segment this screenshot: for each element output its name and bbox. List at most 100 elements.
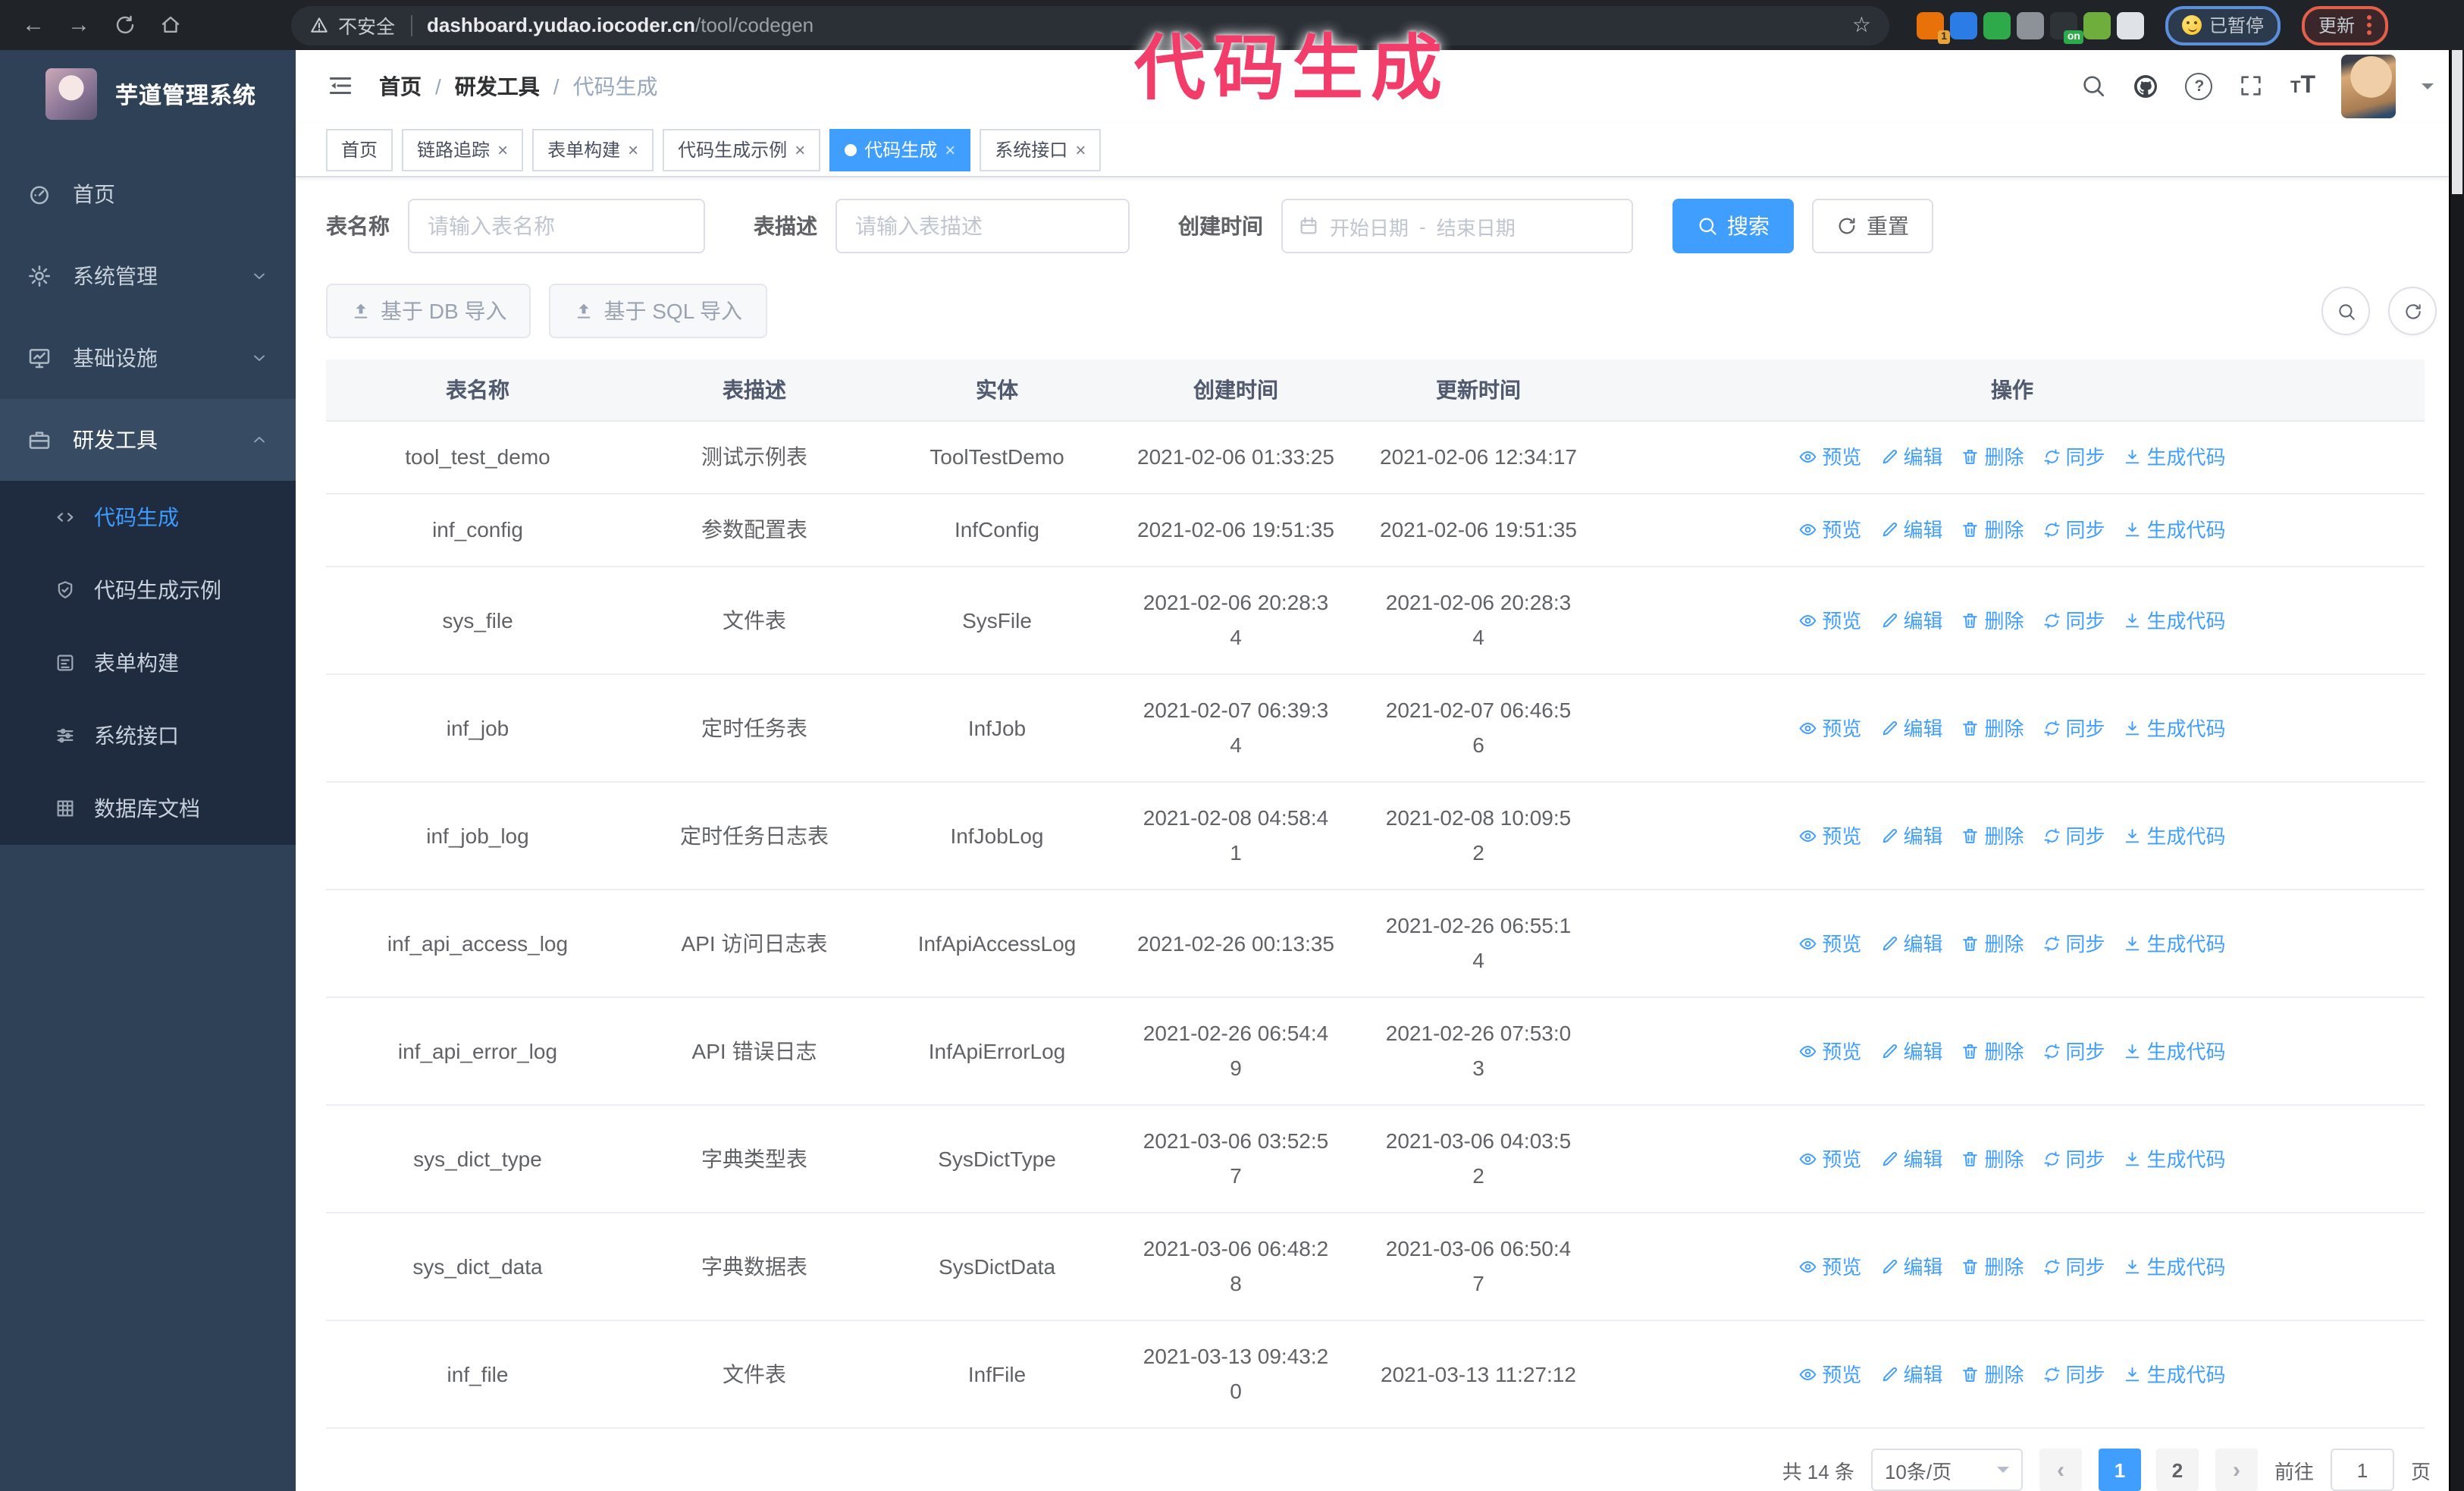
security-label[interactable]: 不安全 (338, 17, 396, 38)
action-sync-link[interactable]: 同步 (2042, 711, 2105, 746)
action-preview-link[interactable]: 预览 (1798, 1357, 1861, 1392)
action-edit-link[interactable]: 编辑 (1879, 711, 1942, 746)
action-sync-link[interactable]: 同步 (2042, 603, 2105, 638)
tab-close-icon[interactable]: × (945, 139, 956, 161)
breadcrumb-item[interactable]: 研发工具 (454, 74, 540, 99)
browser-address-bar[interactable]: 不安全 dashboard.yudao.iocoder.cn/tool/code… (291, 5, 1889, 45)
import-sql-button[interactable]: 基于 SQL 导入 (549, 284, 767, 338)
puzzle-extension-icon[interactable] (2117, 11, 2144, 39)
action-sync-link[interactable]: 同步 (2042, 1357, 2105, 1392)
action-delete-link[interactable]: 删除 (1961, 603, 2024, 638)
key-extension-icon[interactable] (2083, 11, 2111, 39)
action-generate-link[interactable]: 生成代码 (2124, 603, 2226, 638)
action-generate-link[interactable]: 生成代码 (2124, 711, 2226, 746)
sidebar-item-2[interactable]: 基础设施 (0, 317, 296, 399)
action-edit-link[interactable]: 编辑 (1879, 1034, 1942, 1069)
grid-extension-icon[interactable] (2017, 11, 2044, 39)
table-name-input[interactable] (408, 199, 705, 253)
browser-reload-icon[interactable] (106, 7, 143, 43)
date-range-picker[interactable]: 开始日期 - 结束日期 (1281, 199, 1633, 253)
action-delete-link[interactable]: 删除 (1961, 440, 2024, 475)
action-generate-link[interactable]: 生成代码 (2124, 1034, 2226, 1069)
action-generate-link[interactable]: 生成代码 (2124, 926, 2226, 961)
proxy-extension-icon[interactable]: 1 (1917, 11, 1950, 43)
action-preview-link[interactable]: 预览 (1798, 711, 1861, 746)
action-edit-link[interactable]: 编辑 (1879, 513, 1942, 548)
browser-update-button[interactable]: 更新 (2302, 5, 2389, 45)
action-delete-link[interactable]: 删除 (1961, 1357, 2024, 1392)
font-size-icon[interactable]: TT (2290, 72, 2315, 99)
action-preview-link[interactable]: 预览 (1798, 513, 1861, 548)
action-edit-link[interactable]: 编辑 (1879, 603, 1942, 638)
table-desc-input[interactable] (835, 199, 1130, 253)
page-button-2[interactable]: 2 (2155, 1449, 2199, 1491)
action-generate-link[interactable]: 生成代码 (2124, 1141, 2226, 1176)
action-delete-link[interactable]: 删除 (1961, 711, 2024, 746)
tab-close-icon[interactable]: × (1075, 139, 1086, 161)
sidebar-subitem-3[interactable]: 系统接口 (0, 699, 296, 772)
browser-back-icon[interactable]: ← (22, 12, 45, 38)
action-generate-link[interactable]: 生成代码 (2124, 1357, 2226, 1392)
action-delete-link[interactable]: 删除 (1961, 818, 2024, 853)
action-preview-link[interactable]: 预览 (1798, 440, 1861, 475)
action-generate-link[interactable]: 生成代码 (2124, 440, 2226, 475)
action-preview-link[interactable]: 预览 (1798, 1249, 1861, 1284)
reset-button[interactable]: 重置 (1812, 199, 1933, 253)
action-edit-link[interactable]: 编辑 (1879, 1141, 1942, 1176)
sidebar-item-1[interactable]: 系统管理 (0, 235, 296, 317)
action-sync-link[interactable]: 同步 (2042, 926, 2105, 961)
action-generate-link[interactable]: 生成代码 (2124, 818, 2226, 853)
scrollbar-thumb[interactable] (2452, 50, 2462, 194)
action-edit-link[interactable]: 编辑 (1879, 818, 1942, 853)
action-delete-link[interactable]: 删除 (1961, 926, 2024, 961)
action-edit-link[interactable]: 编辑 (1879, 440, 1942, 475)
action-generate-link[interactable]: 生成代码 (2124, 1249, 2226, 1284)
user-avatar[interactable] (2341, 54, 2396, 118)
goto-page-input[interactable] (2330, 1449, 2394, 1491)
action-sync-link[interactable]: 同步 (2042, 1141, 2105, 1176)
tab-4[interactable]: 代码生成 × (829, 128, 971, 171)
page-size-select[interactable]: 10条/页 (1870, 1449, 2023, 1491)
action-generate-link[interactable]: 生成代码 (2124, 513, 2226, 548)
sidebar-fold-icon[interactable] (326, 72, 355, 101)
tab-3[interactable]: 代码生成示例 × (663, 128, 821, 171)
sidebar-item-0[interactable]: 首页 (0, 153, 296, 235)
tab-1[interactable]: 链路追踪 × (402, 128, 524, 171)
help-icon[interactable] (2185, 72, 2213, 100)
tab-2[interactable]: 表单构建 × (532, 128, 654, 171)
browser-home-icon[interactable] (152, 7, 188, 43)
action-preview-link[interactable]: 预览 (1798, 603, 1861, 638)
action-preview-link[interactable]: 预览 (1798, 926, 1861, 961)
action-sync-link[interactable]: 同步 (2042, 1249, 2105, 1284)
page-scrollbar[interactable] (2449, 50, 2464, 1491)
action-sync-link[interactable]: 同步 (2042, 513, 2105, 548)
action-preview-link[interactable]: 预览 (1798, 1141, 1861, 1176)
tab-0[interactable]: 首页 (326, 128, 393, 171)
sidebar-subitem-1[interactable]: 代码生成示例 (0, 554, 296, 626)
action-sync-link[interactable]: 同步 (2042, 1034, 2105, 1069)
sidebar-subitem-0[interactable]: 代码生成 (0, 481, 296, 554)
action-sync-link[interactable]: 同步 (2042, 440, 2105, 475)
action-edit-link[interactable]: 编辑 (1879, 1357, 1942, 1392)
user-menu-caret-icon[interactable] (2422, 83, 2434, 96)
tab-close-icon[interactable]: × (497, 139, 509, 161)
breadcrumb-item[interactable]: 首页 (379, 74, 422, 99)
sidebar-item-3[interactable]: 研发工具 (0, 399, 296, 481)
prev-page-button[interactable]: ‹ (2039, 1449, 2082, 1491)
action-delete-link[interactable]: 删除 (1961, 1249, 2024, 1284)
search-button[interactable]: 搜索 (1672, 199, 1794, 253)
action-edit-link[interactable]: 编辑 (1879, 926, 1942, 961)
browser-forward-icon[interactable]: → (67, 12, 90, 38)
sidebar-subitem-2[interactable]: 表单构建 (0, 626, 296, 699)
end-date-placeholder[interactable]: 结束日期 (1436, 216, 1516, 239)
app-logo[interactable]: 芋道管理系统 (0, 50, 296, 138)
check-extension-icon[interactable] (1983, 11, 2011, 39)
start-date-placeholder[interactable]: 开始日期 (1330, 216, 1409, 239)
tab-close-icon[interactable]: × (795, 139, 806, 161)
action-sync-link[interactable]: 同步 (2042, 818, 2105, 853)
refresh-table-button[interactable] (2388, 287, 2437, 335)
github-icon[interactable] (2133, 73, 2160, 100)
switch-extension-icon[interactable]: on (2050, 11, 2083, 43)
profile-paused-badge[interactable]: 已暂停 (2165, 5, 2281, 45)
browser-menu-icon[interactable] (2367, 15, 2372, 35)
